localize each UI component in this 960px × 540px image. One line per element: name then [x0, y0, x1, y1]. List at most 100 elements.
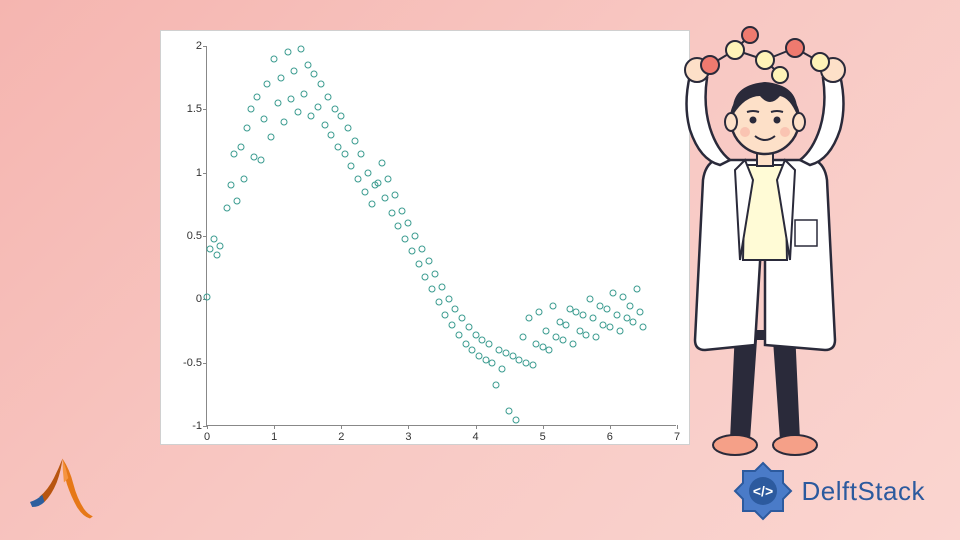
scatter-point: [506, 407, 513, 414]
scatter-point: [586, 296, 593, 303]
scatter-point: [462, 340, 469, 347]
scatter-point: [569, 340, 576, 347]
y-tick-label: 0: [172, 293, 202, 305]
scatter-point: [442, 311, 449, 318]
x-tick-label: 5: [540, 431, 546, 443]
y-tick-label: 0.5: [172, 230, 202, 242]
scatter-point: [244, 125, 251, 132]
scatter-point: [365, 169, 372, 176]
scatter-point: [338, 112, 345, 119]
scatter-point: [334, 144, 341, 151]
scatter-point: [274, 100, 281, 107]
scientist-illustration: [635, 20, 895, 470]
scatter-point: [267, 134, 274, 141]
scatter-point: [455, 331, 462, 338]
scatter-point: [328, 131, 335, 138]
scatter-point: [355, 176, 362, 183]
delftstack-badge-icon: </>: [732, 460, 794, 522]
scatter-point: [452, 306, 459, 313]
matlab-logo-icon: [25, 455, 100, 520]
scatter-point: [472, 331, 479, 338]
scatter-point: [412, 233, 419, 240]
scatter-point: [351, 138, 358, 145]
scatter-point: [271, 55, 278, 62]
scatter-point: [240, 176, 247, 183]
scatter-point: [257, 157, 264, 164]
scatter-point: [304, 62, 311, 69]
scatter-point: [210, 235, 217, 242]
scatter-point: [264, 81, 271, 88]
scatter-point: [543, 328, 550, 335]
scatter-point: [580, 311, 587, 318]
scatter-point: [536, 309, 543, 316]
x-tick-label: 6: [607, 431, 613, 443]
scatter-point: [603, 306, 610, 313]
scatter-point: [237, 144, 244, 151]
scatter-point: [378, 159, 385, 166]
scatter-point: [254, 93, 261, 100]
scatter-point: [291, 68, 298, 75]
x-tick-label: 2: [338, 431, 344, 443]
scatter-chart: -1-0.500.511.5201234567: [160, 30, 690, 445]
scatter-point: [465, 324, 472, 331]
scatter-point: [204, 293, 211, 300]
scatter-point: [314, 103, 321, 110]
scatter-point: [492, 382, 499, 389]
scatter-point: [583, 331, 590, 338]
scatter-point: [616, 328, 623, 335]
scatter-point: [301, 91, 308, 98]
scatter-point: [284, 49, 291, 56]
scatter-point: [358, 150, 365, 157]
scatter-point: [321, 121, 328, 128]
scatter-point: [381, 195, 388, 202]
scatter-point: [590, 315, 597, 322]
scatter-point: [499, 366, 506, 373]
scatter-point: [428, 286, 435, 293]
scatter-point: [432, 271, 439, 278]
scatter-point: [563, 321, 570, 328]
y-tick-label: -1: [172, 420, 202, 432]
scatter-point: [281, 119, 288, 126]
scatter-point: [247, 106, 254, 113]
y-tick-label: 1: [172, 167, 202, 179]
scatter-point: [287, 96, 294, 103]
svg-text:</>: </>: [752, 483, 772, 499]
scatter-point: [415, 260, 422, 267]
scatter-point: [227, 182, 234, 189]
scatter-point: [230, 150, 237, 157]
scatter-point: [559, 336, 566, 343]
y-tick-label: -0.5: [172, 357, 202, 369]
scatter-point: [449, 321, 456, 328]
scatter-point: [435, 298, 442, 305]
scatter-point: [549, 302, 556, 309]
scatter-point: [345, 125, 352, 132]
scatter-point: [439, 283, 446, 290]
scatter-point: [261, 116, 268, 123]
scatter-point: [324, 93, 331, 100]
scatter-point: [398, 207, 405, 214]
scatter-point: [331, 106, 338, 113]
scatter-point: [217, 243, 224, 250]
scatter-point: [546, 347, 553, 354]
scatter-point: [405, 220, 412, 227]
scatter-point: [613, 311, 620, 318]
scatter-point: [395, 222, 402, 229]
x-tick-label: 3: [405, 431, 411, 443]
scatter-point: [606, 324, 613, 331]
scatter-point: [375, 179, 382, 186]
scatter-point: [486, 340, 493, 347]
scatter-point: [234, 197, 241, 204]
scatter-point: [422, 273, 429, 280]
y-tick-label: 1.5: [172, 103, 202, 115]
scatter-point: [207, 245, 214, 252]
scatter-point: [318, 81, 325, 88]
scatter-point: [519, 334, 526, 341]
scatter-point: [418, 245, 425, 252]
delftstack-text: DelftStack: [802, 476, 926, 507]
scatter-point: [348, 163, 355, 170]
scatter-point: [425, 258, 432, 265]
scatter-point: [214, 252, 221, 259]
scatter-point: [368, 201, 375, 208]
scatter-point: [445, 296, 452, 303]
scatter-point: [341, 150, 348, 157]
